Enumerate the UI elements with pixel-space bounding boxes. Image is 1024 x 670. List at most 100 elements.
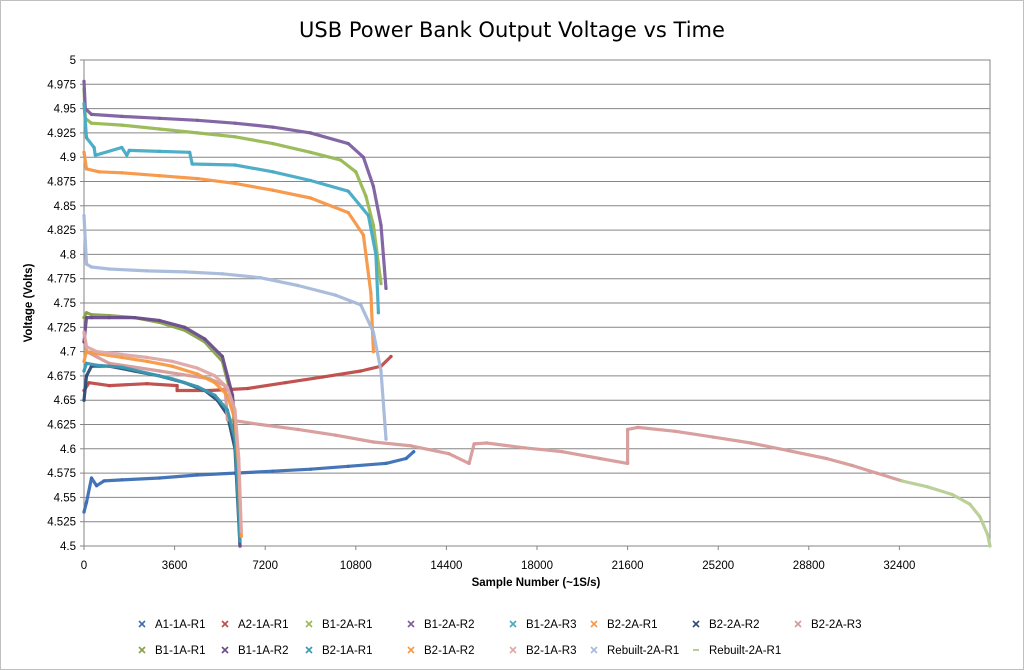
legend-item: Rebuilt-2A-R1 xyxy=(693,645,781,657)
data-point xyxy=(107,361,111,365)
data-point xyxy=(188,150,192,154)
data-point xyxy=(84,361,89,365)
data-point xyxy=(598,456,602,461)
y-tick-label: 4.675 xyxy=(47,371,76,383)
legend-item: B2-2A-R2 xyxy=(692,619,760,631)
y-axis-label: Voltage (Volts) xyxy=(23,263,35,342)
data-point xyxy=(308,467,313,471)
data-point xyxy=(183,270,187,274)
legend-label: B2-2A-R2 xyxy=(709,619,760,631)
data-point xyxy=(84,262,89,266)
data-point xyxy=(467,461,471,465)
x-tick-label: 18000 xyxy=(521,560,553,572)
data-point xyxy=(170,364,174,368)
data-point xyxy=(787,449,791,453)
data-point xyxy=(175,388,179,393)
data-point xyxy=(89,316,94,320)
series-line xyxy=(82,311,242,543)
legend-marker xyxy=(138,620,146,628)
legend-marker xyxy=(305,620,313,628)
data-point xyxy=(82,398,86,402)
data-point xyxy=(93,153,97,157)
data-point xyxy=(239,534,243,538)
data-point xyxy=(233,181,237,185)
y-tick-label: 4.95 xyxy=(54,104,76,116)
data-point xyxy=(183,325,187,329)
data-point xyxy=(87,381,91,385)
y-tick-label: 4.9 xyxy=(60,152,76,164)
data-point xyxy=(195,118,199,122)
legend-label: B1-1A-R1 xyxy=(155,645,206,657)
y-tick-label: 4.975 xyxy=(47,79,76,91)
data-point xyxy=(238,544,242,548)
legend-label: B1-1A-R2 xyxy=(238,645,289,657)
data-point xyxy=(371,350,375,354)
legend-item: B2-1A-R3 xyxy=(509,645,577,657)
data-point xyxy=(824,456,829,461)
legend-item: A2-1A-R1 xyxy=(221,619,289,631)
data-point xyxy=(120,171,124,175)
legend-item: B1-2A-R1 xyxy=(305,619,373,631)
data-point xyxy=(749,441,753,445)
series-14 xyxy=(82,213,388,441)
y-tick-label: 4.925 xyxy=(47,128,76,140)
data-point xyxy=(175,384,179,388)
data-point xyxy=(157,127,162,131)
legend-item: Rebuilt-2A-R1 xyxy=(590,645,679,657)
y-tick-label: 4.85 xyxy=(54,201,76,213)
series-1 xyxy=(82,450,416,514)
data-point xyxy=(84,316,89,320)
x-axis-label: Sample Number (~1S/s) xyxy=(472,577,601,589)
legend-marker xyxy=(794,620,802,628)
data-point xyxy=(233,121,237,125)
data-point xyxy=(371,330,375,334)
data-point xyxy=(237,456,241,461)
y-tick-label: 4.575 xyxy=(47,468,76,480)
data-point xyxy=(157,149,162,153)
data-point xyxy=(384,286,388,290)
data-point xyxy=(308,178,313,183)
series-5 xyxy=(82,102,380,315)
y-tick-label: 4.55 xyxy=(54,492,76,504)
x-tick-label: 21600 xyxy=(612,560,644,572)
data-point xyxy=(220,272,224,276)
data-point xyxy=(102,479,106,483)
x-tick-label: 7200 xyxy=(252,560,278,572)
data-point xyxy=(346,211,350,215)
series-3 xyxy=(82,87,383,286)
data-point xyxy=(925,485,929,489)
data-point xyxy=(213,393,217,397)
legend-marker xyxy=(509,620,517,628)
legend-marker xyxy=(692,620,700,628)
data-point xyxy=(157,369,162,373)
legend-item: B1-2A-R2 xyxy=(407,619,475,631)
data-point xyxy=(389,354,393,359)
data-point xyxy=(225,408,229,412)
data-point xyxy=(95,363,99,367)
legend-marker xyxy=(221,620,229,628)
data-point xyxy=(258,276,262,280)
data-point xyxy=(258,422,262,427)
data-point xyxy=(950,492,954,497)
data-point xyxy=(334,293,338,297)
data-point xyxy=(364,194,368,198)
data-point xyxy=(190,162,194,166)
legend-item: B1-1A-R1 xyxy=(138,645,206,657)
data-point xyxy=(195,385,199,389)
data-point xyxy=(412,450,416,454)
data-point xyxy=(673,429,678,433)
data-point xyxy=(239,529,243,534)
data-point xyxy=(170,359,174,363)
y-tick-label: 4.725 xyxy=(47,322,76,334)
data-point xyxy=(238,539,242,543)
series-line xyxy=(82,87,383,286)
data-point xyxy=(145,359,149,363)
data-point xyxy=(82,330,86,334)
y-tick-label: 4.5 xyxy=(60,541,76,553)
data-point xyxy=(626,461,630,465)
data-point xyxy=(132,316,136,320)
data-point xyxy=(384,461,388,465)
data-point xyxy=(978,515,982,519)
data-point xyxy=(120,114,124,118)
